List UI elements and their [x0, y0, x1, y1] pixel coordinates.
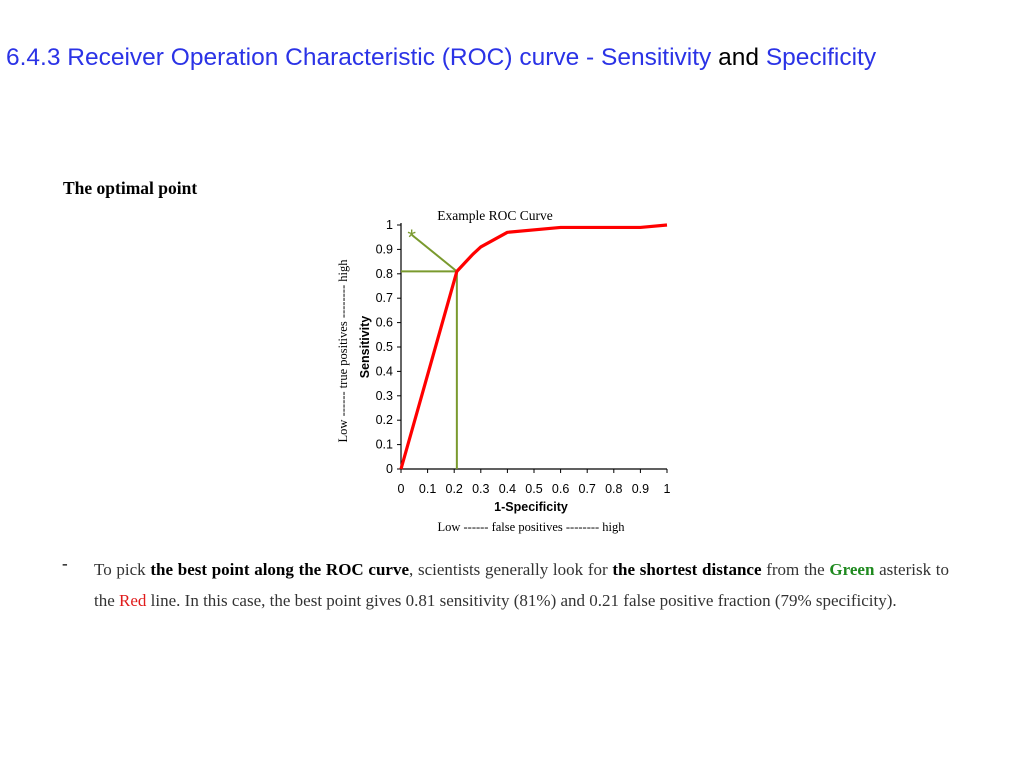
- distance-line: [411, 233, 458, 273]
- slide-title-main: 6.4.3 Receiver Operation Characteristic …: [6, 44, 712, 71]
- para-text-3: from the: [761, 560, 830, 579]
- green-asterisk-icon: *: [407, 225, 416, 250]
- y-tick-label: 0.2: [376, 413, 393, 427]
- y-axis-sublabel: Low ------ true positives -------- high: [336, 259, 350, 443]
- para-text-1: To pick: [94, 560, 151, 579]
- x-tick-label: 0.4: [499, 482, 516, 496]
- x-tick-label: 1: [664, 482, 671, 496]
- y-tick-label: 1: [386, 218, 393, 232]
- para-red-word: Red: [119, 591, 147, 610]
- y-tick-label: 0.1: [376, 438, 393, 452]
- para-text-4: asterisk to the: [94, 560, 949, 610]
- x-tick-label: 0.6: [552, 482, 569, 496]
- y-tick-label: 0.4: [376, 364, 393, 378]
- y-tick-label: 0.6: [376, 316, 393, 330]
- x-tick-label: 0.1: [419, 482, 436, 496]
- roc-chart: 0 0.1 0.2 0.3 0.4 0.5 0.6 0.7 0.8 0.9 1 0 0.1 0.2 0.3 0…: [336, 208, 671, 534]
- chart-title: Example ROC Curve: [437, 208, 552, 223]
- section-heading: The optimal point: [63, 178, 198, 198]
- x-tick-label: 0.7: [579, 482, 596, 496]
- para-green-word: Green: [829, 560, 875, 579]
- x-tick-label: 0.2: [446, 482, 463, 496]
- para-bold-1: the best point along the ROC curve: [150, 560, 409, 579]
- y-tick-label: 0.7: [376, 291, 393, 305]
- x-axis-sublabel: Low ------ false positives -------- high: [437, 520, 625, 534]
- slide-title-and: and: [718, 44, 759, 71]
- x-tick-label: 0.8: [605, 482, 622, 496]
- para-bold-2: the shortest distance: [612, 560, 762, 579]
- y-axis-label: Sensitivity: [358, 316, 372, 379]
- x-axis-label: 1-Specificity: [494, 500, 568, 514]
- y-tick-label: 0: [386, 462, 393, 476]
- roc-curve-line: [399, 223, 668, 470]
- slide-title-specificity: Specificity: [765, 44, 877, 71]
- y-tick-label: 0.8: [376, 267, 393, 281]
- y-tick-label: 0.9: [376, 242, 393, 256]
- bullet-dash: -: [62, 554, 68, 573]
- y-tick-label: 0.5: [376, 340, 393, 354]
- y-tick-label: 0.3: [376, 389, 393, 403]
- explanation-paragraph: To pick the best point along the ROC cur…: [94, 554, 949, 616]
- para-text-5: line. In this case, the best point gives…: [146, 591, 897, 610]
- x-tick-label: 0.5: [525, 482, 542, 496]
- para-text-2: , scientists generally look for: [409, 560, 613, 579]
- x-tick-label: 0.9: [632, 482, 649, 496]
- slide-title: 6.4.3 Receiver Operation Characteristic …: [6, 44, 876, 72]
- x-tick-label: 0.3: [472, 482, 489, 496]
- x-tick-label: 0: [398, 482, 405, 496]
